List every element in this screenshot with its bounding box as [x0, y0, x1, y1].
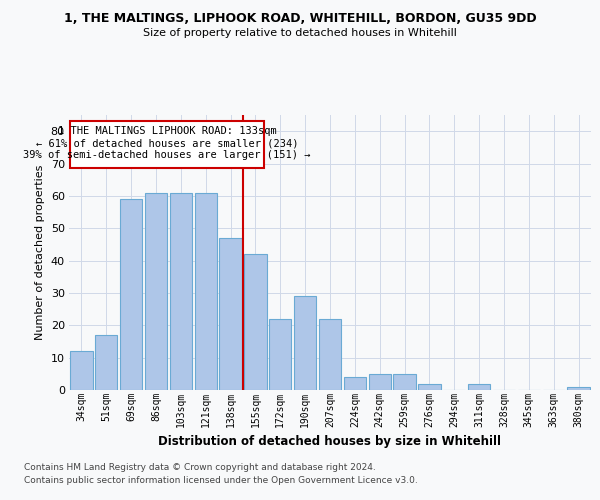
Bar: [244, 254, 266, 390]
Bar: [394, 374, 416, 390]
Bar: [319, 319, 341, 390]
Bar: [70, 122, 264, 168]
X-axis label: Distribution of detached houses by size in Whitehill: Distribution of detached houses by size …: [158, 435, 502, 448]
Bar: [194, 192, 217, 390]
Bar: [418, 384, 440, 390]
Text: 1, THE MALTINGS, LIPHOOK ROAD, WHITEHILL, BORDON, GU35 9DD: 1, THE MALTINGS, LIPHOOK ROAD, WHITEHILL…: [64, 12, 536, 26]
Bar: [170, 192, 192, 390]
Bar: [294, 296, 316, 390]
Text: Contains HM Land Registry data © Crown copyright and database right 2024.: Contains HM Land Registry data © Crown c…: [24, 464, 376, 472]
Bar: [95, 335, 118, 390]
Bar: [145, 192, 167, 390]
Bar: [368, 374, 391, 390]
Bar: [120, 199, 142, 390]
Bar: [568, 387, 590, 390]
Text: 1 THE MALTINGS LIPHOOK ROAD: 133sqm: 1 THE MALTINGS LIPHOOK ROAD: 133sqm: [58, 126, 277, 136]
Text: Contains public sector information licensed under the Open Government Licence v3: Contains public sector information licen…: [24, 476, 418, 485]
Text: ← 61% of detached houses are smaller (234): ← 61% of detached houses are smaller (23…: [36, 138, 298, 148]
Bar: [70, 351, 92, 390]
Text: 39% of semi-detached houses are larger (151) →: 39% of semi-detached houses are larger (…: [23, 150, 311, 160]
Bar: [220, 238, 242, 390]
Bar: [468, 384, 490, 390]
Text: Size of property relative to detached houses in Whitehill: Size of property relative to detached ho…: [143, 28, 457, 38]
Bar: [344, 377, 366, 390]
Y-axis label: Number of detached properties: Number of detached properties: [35, 165, 45, 340]
Bar: [269, 319, 292, 390]
